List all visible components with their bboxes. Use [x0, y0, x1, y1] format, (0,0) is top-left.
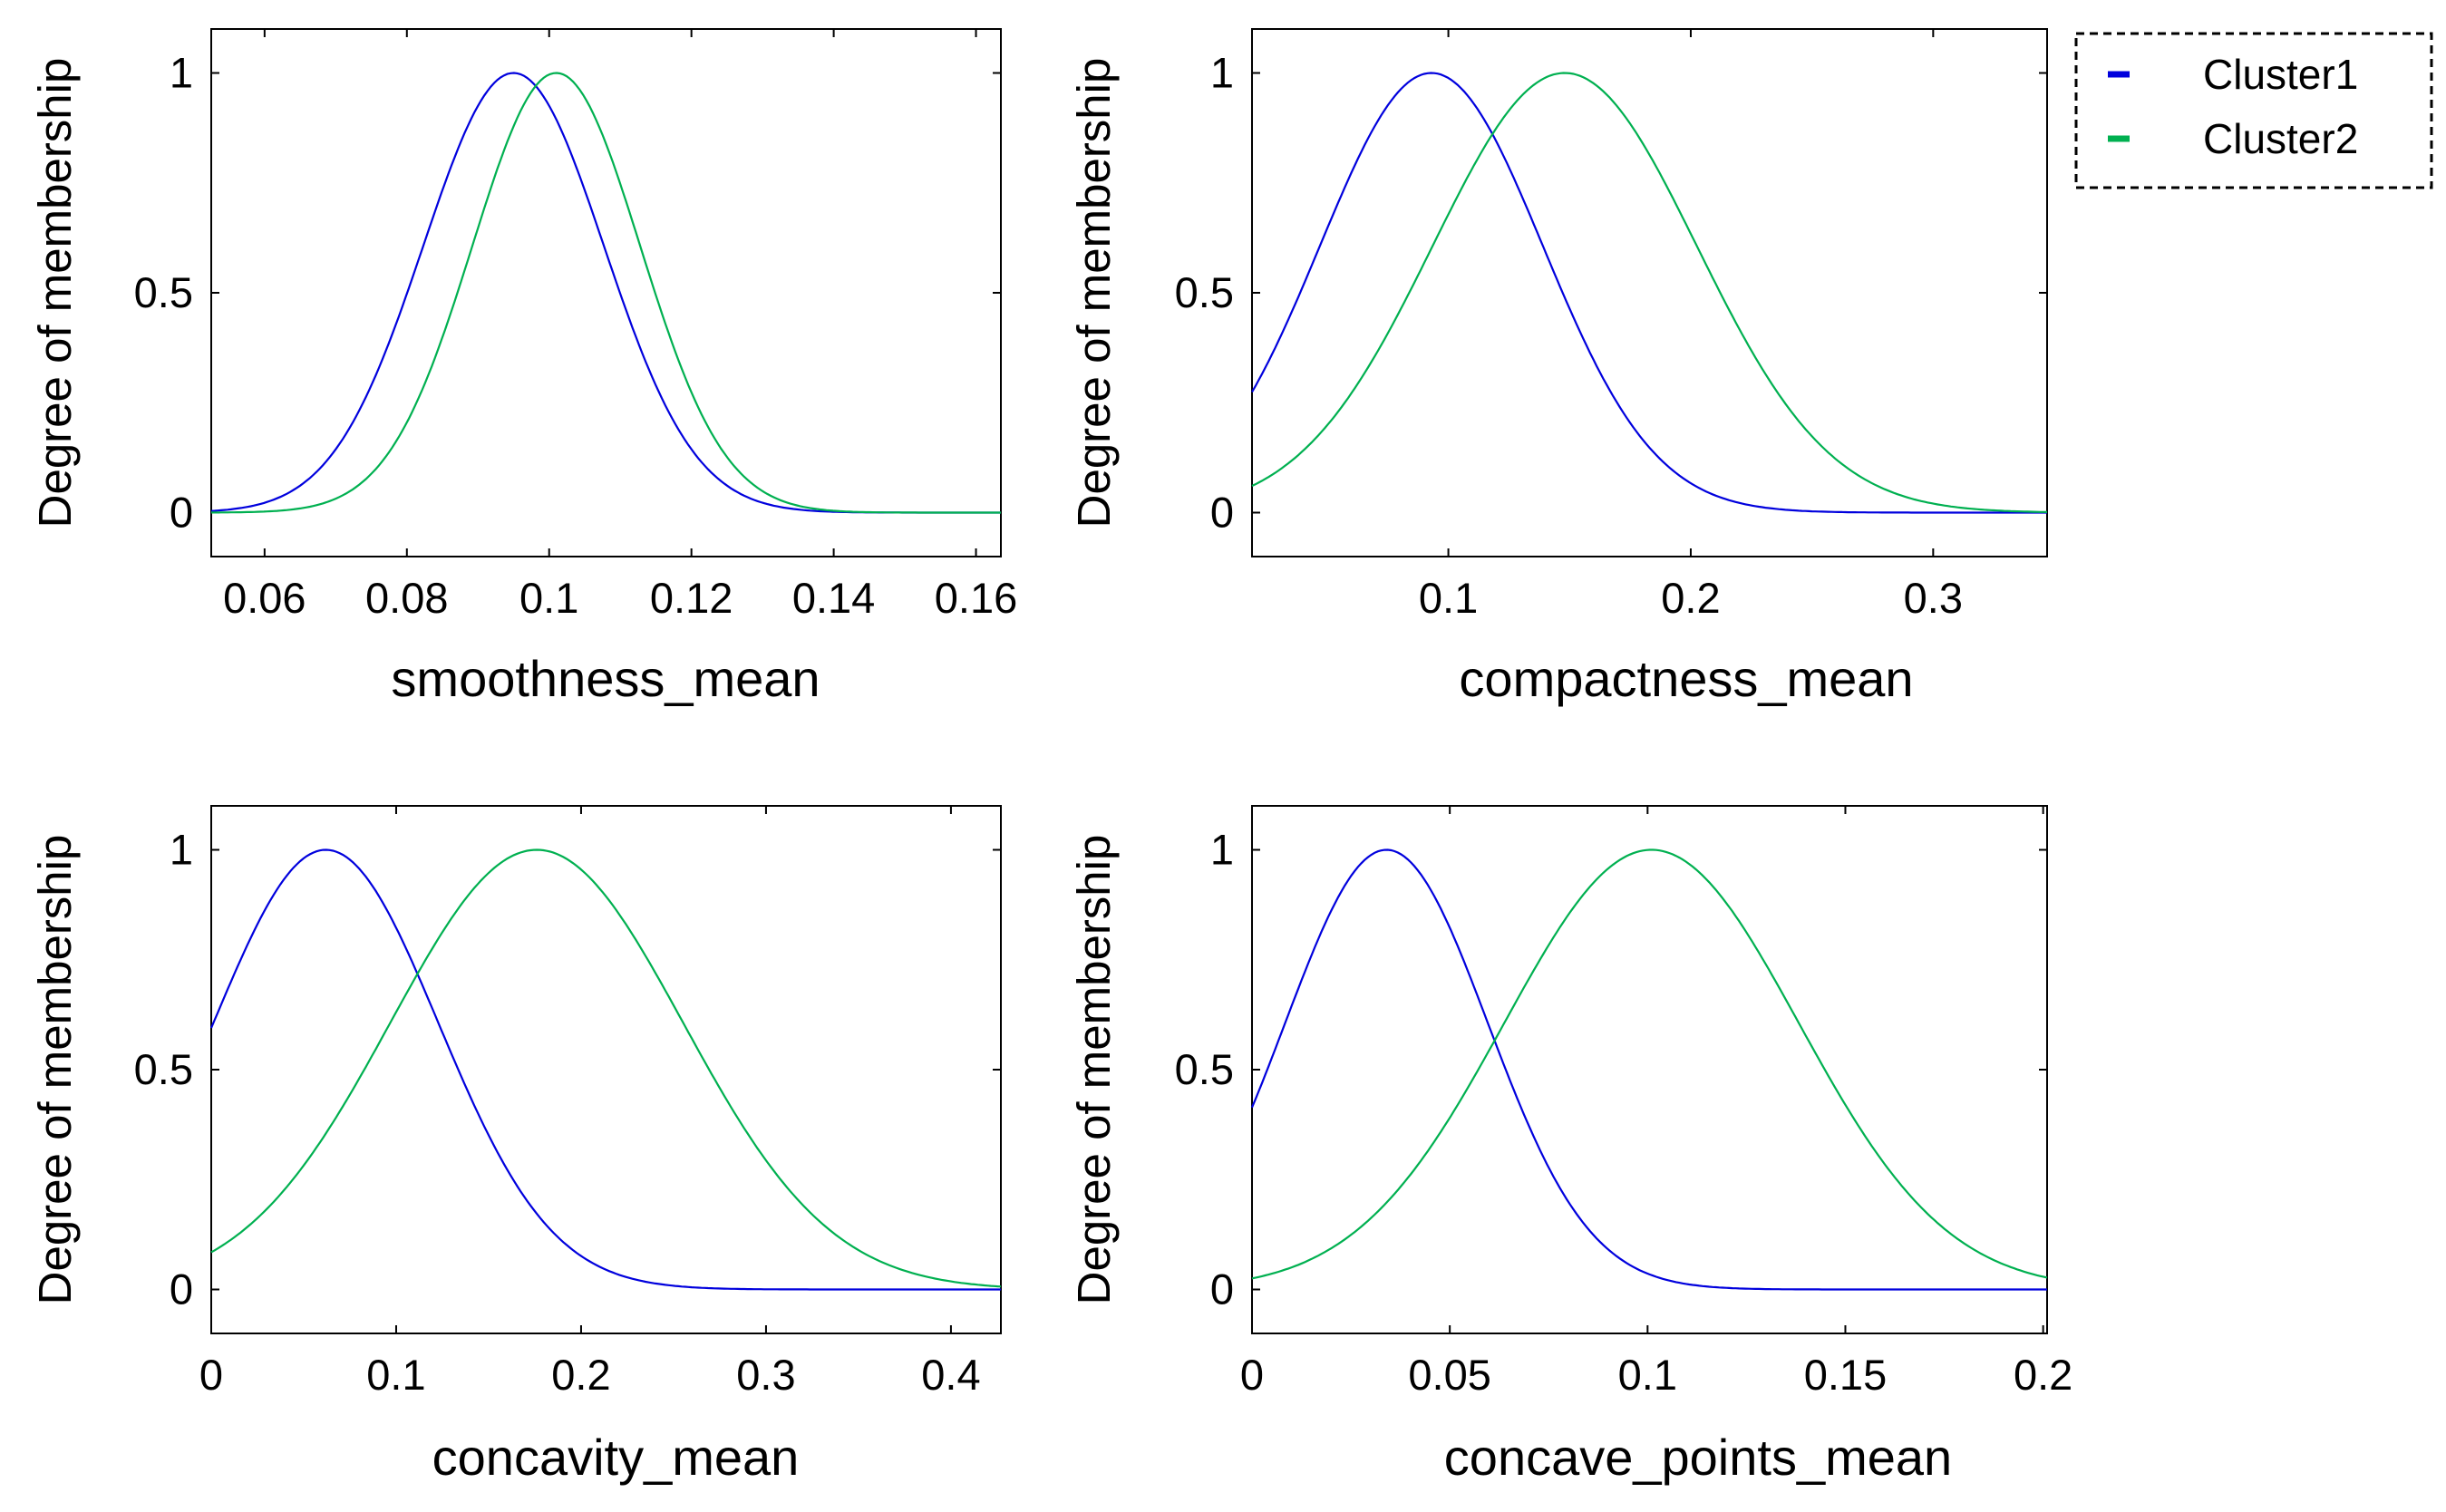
x-tick-label: 0.3	[1904, 574, 1963, 622]
x-tick-label: 0.05	[1408, 1351, 1490, 1399]
x-tick-label: 0.1	[1618, 1351, 1677, 1399]
x-tick-label: 0.1	[366, 1351, 425, 1399]
x-tick-label: 0.14	[792, 574, 875, 622]
x-tick-label: 0	[199, 1351, 223, 1399]
y-tick-label: 0	[170, 489, 193, 537]
legend-entry-cluster1: Cluster1	[2108, 51, 2358, 98]
x-tick-label: 0	[1240, 1351, 1264, 1399]
legend-box	[2074, 32, 2433, 189]
x-tick-label: 0.2	[551, 1351, 610, 1399]
y-tick-label: 0.5	[1175, 268, 1234, 316]
subplot-concave-points-mean: concave_points_mean Degree of membership…	[1068, 805, 2072, 1486]
y-tick-label: 0	[170, 1265, 193, 1313]
series-line-cluster1	[1251, 72, 2047, 514]
y-axis-title: Degree of membership	[1068, 835, 1120, 1305]
y-tick-label: 1	[1210, 49, 1234, 97]
series-line-cluster2	[210, 848, 1002, 1288]
x-tick-label: 0.1	[519, 574, 578, 622]
legend-entry-cluster2: Cluster2	[2108, 115, 2358, 162]
x-tick-label: 0.08	[365, 574, 448, 622]
y-tick-label: 0.5	[1175, 1045, 1234, 1093]
y-tick-label: 1	[1210, 826, 1234, 874]
legend-label-cluster1: Cluster1	[2203, 51, 2358, 98]
x-tick-label: 0.06	[223, 574, 306, 622]
x-tick-label: 0.12	[650, 574, 733, 622]
x-axis-title: smoothness_mean	[391, 650, 820, 707]
x-tick-label: 0.16	[935, 574, 1017, 622]
subplot-concavity-mean: concavity_mean Degree of membership 0 0.1…	[29, 805, 1002, 1486]
y-tick-label: 0	[1210, 489, 1234, 537]
y-axis-title: Degree of membership	[29, 835, 81, 1305]
series-line-cluster2	[1251, 848, 2048, 1280]
subplot-smoothness-mean: smoothness_mean Degree of membership 0.0…	[29, 28, 1017, 707]
subplot-compactness-mean: compactness_mean Degree of membership 0.…	[1068, 28, 2048, 707]
series-line-cluster2	[211, 72, 1001, 514]
y-axis-title: Degree of membership	[1068, 58, 1120, 528]
x-axis-title: concave_points_mean	[1444, 1429, 1952, 1486]
x-tick-label: 0.1	[1419, 574, 1478, 622]
x-tick-label: 0.2	[2014, 1351, 2072, 1399]
x-tick-label: 0.4	[921, 1351, 980, 1399]
y-tick-label: 1	[170, 826, 193, 874]
plot-area	[210, 28, 1002, 557]
y-tick-label: 0	[1210, 1265, 1234, 1313]
legend-label-cluster2: Cluster2	[2203, 115, 2358, 162]
plot-area	[1251, 28, 2048, 557]
y-tick-label: 0.5	[134, 1045, 193, 1093]
x-tick-label: 0.15	[1804, 1351, 1887, 1399]
series-line-cluster1	[1250, 848, 2047, 1291]
x-axis-title: compactness_mean	[1459, 650, 1913, 707]
x-axis-title: concavity_mean	[432, 1429, 800, 1486]
legend: Cluster1 Cluster2	[2074, 32, 2433, 189]
y-tick-label: 1	[170, 49, 193, 97]
plot-area	[210, 805, 1002, 1334]
x-tick-label: 0.2	[1661, 574, 1720, 622]
y-axis-title: Degree of membership	[29, 58, 81, 528]
series-line-cluster2	[1251, 72, 2048, 513]
y-tick-label: 0.5	[134, 268, 193, 316]
series-line-cluster1	[209, 848, 1001, 1291]
x-tick-label: 0.3	[736, 1351, 795, 1399]
plot-area	[1251, 805, 2048, 1334]
